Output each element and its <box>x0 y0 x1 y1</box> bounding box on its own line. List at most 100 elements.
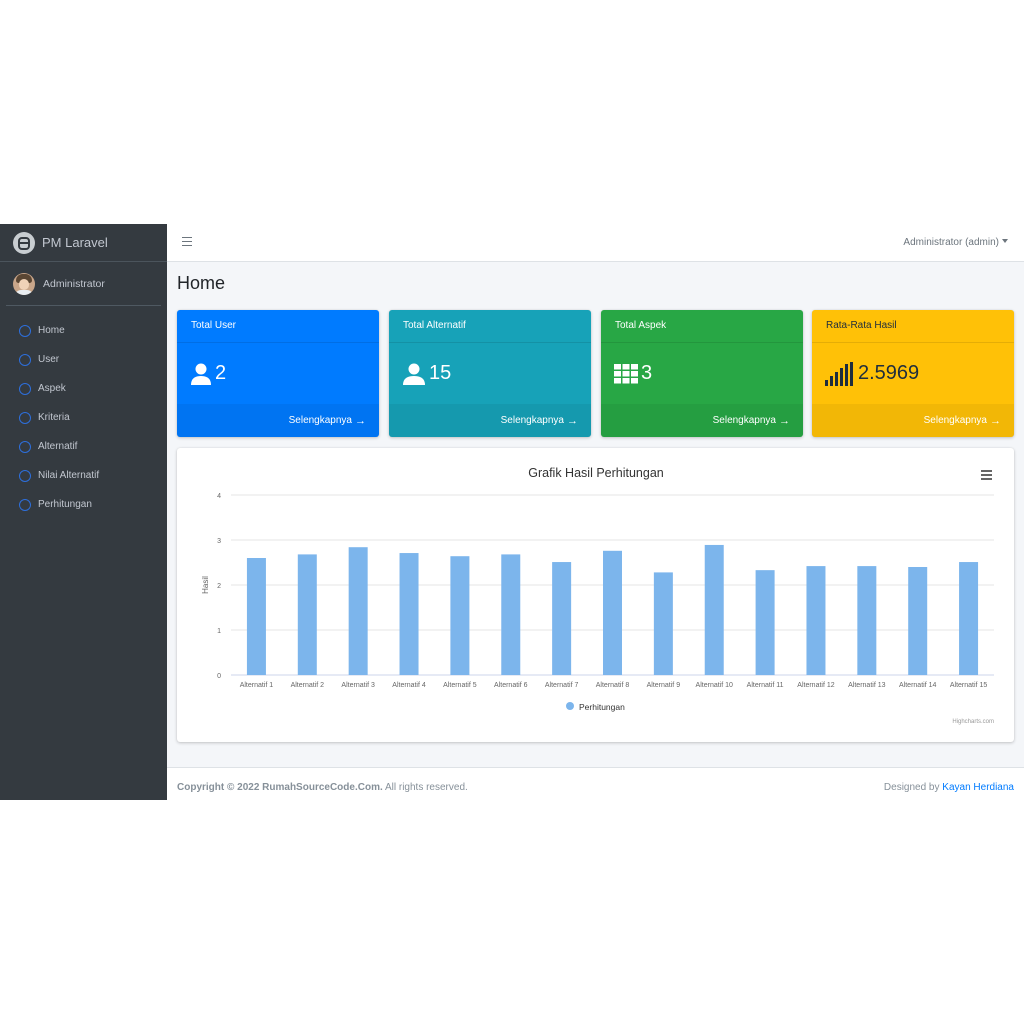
chart-bar[interactable] <box>297 554 317 675</box>
y-tick-label: 3 <box>217 538 221 545</box>
author-link[interactable]: Kayan Herdiana <box>942 782 1014 793</box>
stat-box-more-link[interactable]: Selengkapnya → <box>812 404 1014 437</box>
chart-card: Grafik Hasil Perhitungan Hasil 0 1 2 3 4 Alt… <box>177 448 1014 742</box>
sidebar-item-label: User <box>38 354 60 365</box>
user-panel[interactable]: Administrator <box>6 262 161 306</box>
stat-box-title: Total Aspek <box>601 310 803 343</box>
signal-icon <box>825 361 855 386</box>
y-tick-label: 0 <box>217 673 221 680</box>
stat-box-rata-rata-hasil: Rata-Rata Hasil 2.5969 Selengkapnya → <box>812 310 1014 437</box>
x-tick-label: Alternatif 5 <box>443 682 477 689</box>
brand-logo-icon <box>13 231 35 254</box>
sidebar-item-label: Kriteria <box>38 412 70 423</box>
user-menu-label: Administrator (admin) <box>903 237 999 248</box>
x-tick-label: Alternatif 15 <box>950 682 987 689</box>
circle-icon <box>19 498 31 511</box>
hamburger-menu-icon[interactable] <box>182 237 192 247</box>
sidebar-nav: Home User Aspek Kriteria Alternatif Nila… <box>0 316 167 519</box>
stat-box-title: Total Alternatif <box>389 310 591 343</box>
grid-icon <box>614 363 638 384</box>
stat-box-title: Total User <box>177 310 379 343</box>
chart-bar[interactable] <box>653 572 673 675</box>
bar-chart: Grafik Hasil Perhitungan Hasil 0 1 2 3 4 Alt… <box>201 466 994 725</box>
chart-bar[interactable] <box>959 562 979 675</box>
stat-box-link-label: Selengkapnya <box>288 415 352 426</box>
x-tick-label: Alternatif 8 <box>596 682 630 689</box>
chart-bar[interactable] <box>755 570 775 675</box>
x-tick-label: Alternatif 11 <box>747 682 784 689</box>
user-icon <box>190 363 212 385</box>
x-tick-label: Alternatif 9 <box>647 682 681 689</box>
arrow-right-icon: → <box>779 414 790 427</box>
x-tick-label: Alternatif 7 <box>545 682 579 689</box>
chart-bar[interactable] <box>348 547 368 675</box>
arrow-right-icon: → <box>355 414 366 427</box>
sidebar-item-label: Nilai Alternatif <box>38 470 100 481</box>
legend-item[interactable]: Perhitungan <box>566 702 625 712</box>
stat-box-value: 2 <box>215 362 227 384</box>
designed-by-text: Designed by <box>883 782 943 793</box>
y-tick-label: 1 <box>217 628 221 635</box>
stat-box-link-label: Selengkapnya <box>500 415 564 426</box>
chart-bar[interactable] <box>857 566 877 675</box>
x-tick-label: Alternatif 3 <box>341 682 375 689</box>
stat-box-link-label: Selengkapnya <box>712 415 776 426</box>
chart-bar[interactable] <box>704 544 724 675</box>
x-tick-label: Alternatif 6 <box>494 682 528 689</box>
x-tick-label: Alternatif 13 <box>848 682 885 689</box>
chart-title: Grafik Hasil Perhitungan <box>528 466 664 480</box>
app-window: PM Laravel Administrator Home User Aspek <box>0 224 1024 800</box>
chart-bar[interactable] <box>246 558 266 675</box>
brand-link[interactable]: PM Laravel <box>0 224 167 262</box>
x-tick-label: Alternatif 10 <box>696 682 733 689</box>
sidebar-item-user[interactable]: User <box>0 345 167 374</box>
user-icon <box>402 363 426 385</box>
sidebar-item-aspek[interactable]: Aspek <box>0 374 167 403</box>
sidebar-item-label: Home <box>38 325 65 336</box>
legend-marker <box>566 702 574 710</box>
x-tick-label: Alternatif 2 <box>291 682 325 689</box>
chart-credits[interactable]: Highcharts.com <box>952 719 994 725</box>
context-menu-icon[interactable] <box>981 470 992 480</box>
rights-text: All rights reserved. <box>382 782 468 793</box>
legend-label: Perhitungan <box>579 702 625 712</box>
y-tick-label: 4 <box>217 493 221 500</box>
y-tick-label: 2 <box>217 583 221 590</box>
user-name: Administrator <box>43 277 105 290</box>
circle-icon <box>19 469 31 482</box>
stat-box-more-link[interactable]: Selengkapnya → <box>389 404 591 437</box>
avatar <box>13 272 35 295</box>
chart-bar[interactable] <box>501 554 521 675</box>
topbar: Administrator (admin) <box>167 224 1024 262</box>
x-tick-label: Alternatif 12 <box>797 682 834 689</box>
sidebar-item-label: Aspek <box>38 383 66 394</box>
sidebar-item-perhitungan[interactable]: Perhitungan <box>0 490 167 519</box>
stat-box-total-aspek: Total Aspek 3 Selengkapnya → <box>601 310 803 437</box>
chart-bar[interactable] <box>450 556 470 675</box>
caret-down-icon <box>1002 239 1008 243</box>
footer: Copyright © 2022 RumahSourceCode.Com. Al… <box>167 767 1024 800</box>
chart-bar[interactable] <box>603 550 622 675</box>
stat-box-title: Rata-Rata Hasil <box>812 310 1014 343</box>
circle-icon <box>19 382 31 395</box>
stat-box-more-link[interactable]: Selengkapnya → <box>601 404 803 437</box>
sidebar-item-nilai-alternatif[interactable]: Nilai Alternatif <box>0 461 167 490</box>
sidebar: PM Laravel Administrator Home User Aspek <box>0 224 167 800</box>
x-tick-label: Alternatif 14 <box>899 682 936 689</box>
sidebar-item-alternatif[interactable]: Alternatif <box>0 432 167 461</box>
stat-box-more-link[interactable]: Selengkapnya → <box>177 404 379 437</box>
sidebar-item-kriteria[interactable]: Kriteria <box>0 403 167 432</box>
stat-box-value: 2.5969 <box>858 362 920 384</box>
circle-icon <box>19 440 31 453</box>
sidebar-item-home[interactable]: Home <box>0 316 167 345</box>
circle-icon <box>19 324 31 337</box>
x-tick-label: Alternatif 4 <box>392 682 426 689</box>
chart-bar[interactable] <box>908 567 928 675</box>
page-title: Home <box>177 273 226 293</box>
chart-bar[interactable] <box>552 562 572 675</box>
y-axis-label: Hasil <box>201 576 210 594</box>
chart-bar[interactable] <box>399 553 419 675</box>
sidebar-item-label: Perhitungan <box>38 499 92 510</box>
user-menu-dropdown[interactable]: Administrator (admin) <box>903 237 1008 248</box>
chart-bar[interactable] <box>806 566 826 675</box>
